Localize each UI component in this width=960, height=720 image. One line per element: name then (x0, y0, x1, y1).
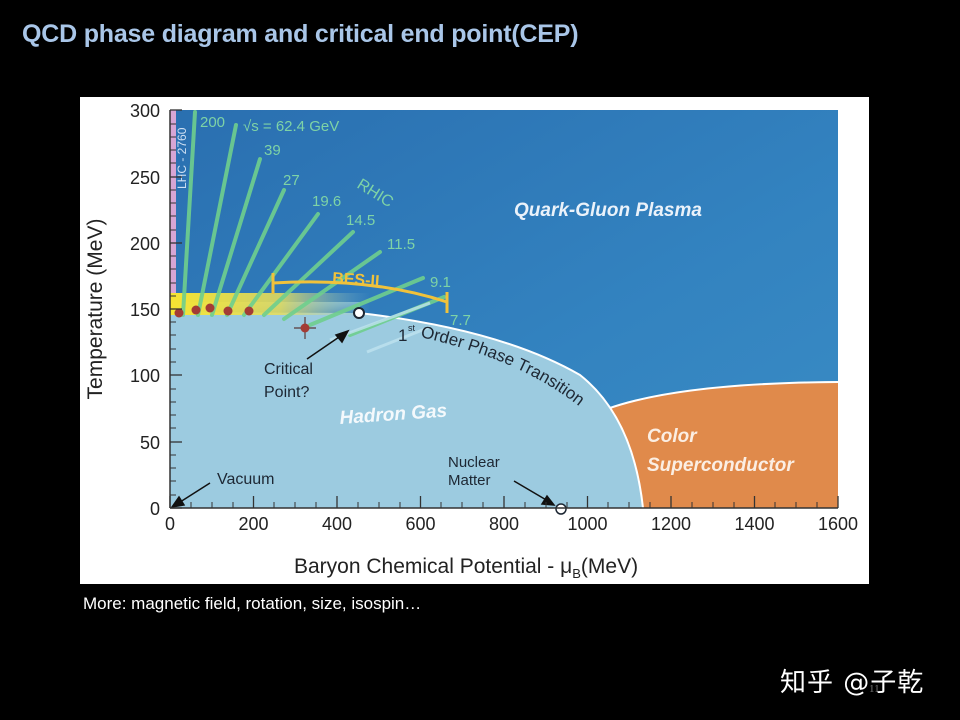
vacuum-label: Vacuum (217, 471, 275, 488)
y-tick-200: 200 (130, 234, 160, 254)
x-tick-400: 400 (322, 514, 352, 534)
color-superconductor-region (607, 382, 838, 508)
x-tick-200: 200 (238, 514, 268, 534)
svg-text:st: st (408, 323, 416, 333)
crossover-band (170, 293, 370, 315)
bes-ii-label: BES-II (332, 270, 380, 290)
energy-label-9-1: 9.1 (430, 274, 451, 291)
page-number: 11 (869, 683, 880, 695)
critical-point-label-1: Critical (264, 361, 313, 378)
nuclear-label-2: Matter (448, 472, 491, 489)
x-tick-1400: 1400 (734, 514, 774, 534)
y-tick-0: 0 (150, 499, 160, 519)
energy-label-200: 200 (200, 114, 225, 131)
energy-label-11-5: 11.5 (387, 236, 415, 253)
energy-label-14-5: 14.5 (346, 212, 375, 229)
energy-label-7-7: 7.7 (450, 312, 471, 329)
y-tick-100: 100 (130, 366, 160, 386)
y-tick-150: 150 (130, 300, 160, 320)
svg-text:1: 1 (398, 326, 407, 345)
x-tick-1600: 1600 (818, 514, 858, 534)
x-axis-title: Baryon Chemical Potential - μB(MeV) (294, 555, 638, 581)
qcd-phase-diagram: 200 √s = 62.4 GeV 39 27 19.6 14.5 11.5 9… (80, 97, 869, 584)
color-sc-label-2: Superconductor (647, 455, 795, 476)
energy-label-39: 39 (264, 142, 281, 159)
color-sc-label-1: Color (647, 426, 698, 447)
x-tick-800: 800 (489, 514, 519, 534)
y-tick-50: 50 (140, 433, 160, 453)
x-tick-600: 600 (405, 514, 435, 534)
bes-ii-range (271, 273, 449, 313)
hadron-gas-region (170, 312, 643, 508)
qgp-label: Quark-Gluon Plasma (514, 200, 702, 221)
critical-point-estimate (294, 317, 316, 339)
x-tick-1200: 1200 (651, 514, 691, 534)
energy-label-19-6: 19.6 (312, 193, 341, 210)
footnote-text: More: magnetic field, rotation, size, is… (83, 594, 422, 613)
y-tick-300: 300 (130, 101, 160, 121)
lhc-band (170, 110, 176, 293)
freezeout-points (174, 303, 254, 318)
nuclear-label-1: Nuclear (448, 454, 500, 471)
energy-label-62: √s = 62.4 GeV (243, 118, 339, 135)
first-order-line (358, 312, 644, 509)
watermark: 知乎 @子乾 (780, 668, 925, 698)
nuclear-matter-point (555, 503, 567, 515)
critical-point-label-2: Point? (264, 384, 309, 401)
y-axis-title: Temperature (MeV) (84, 219, 107, 400)
x-tick-1000: 1000 (567, 514, 607, 534)
critical-end-point (353, 307, 365, 319)
slide-title: QCD phase diagram and critical end point… (22, 20, 579, 48)
y-tick-250: 250 (130, 168, 160, 188)
energy-label-27: 27 (283, 172, 300, 189)
lhc-label: LHC - 2760 (175, 127, 189, 189)
x-tick-0: 0 (165, 514, 175, 534)
